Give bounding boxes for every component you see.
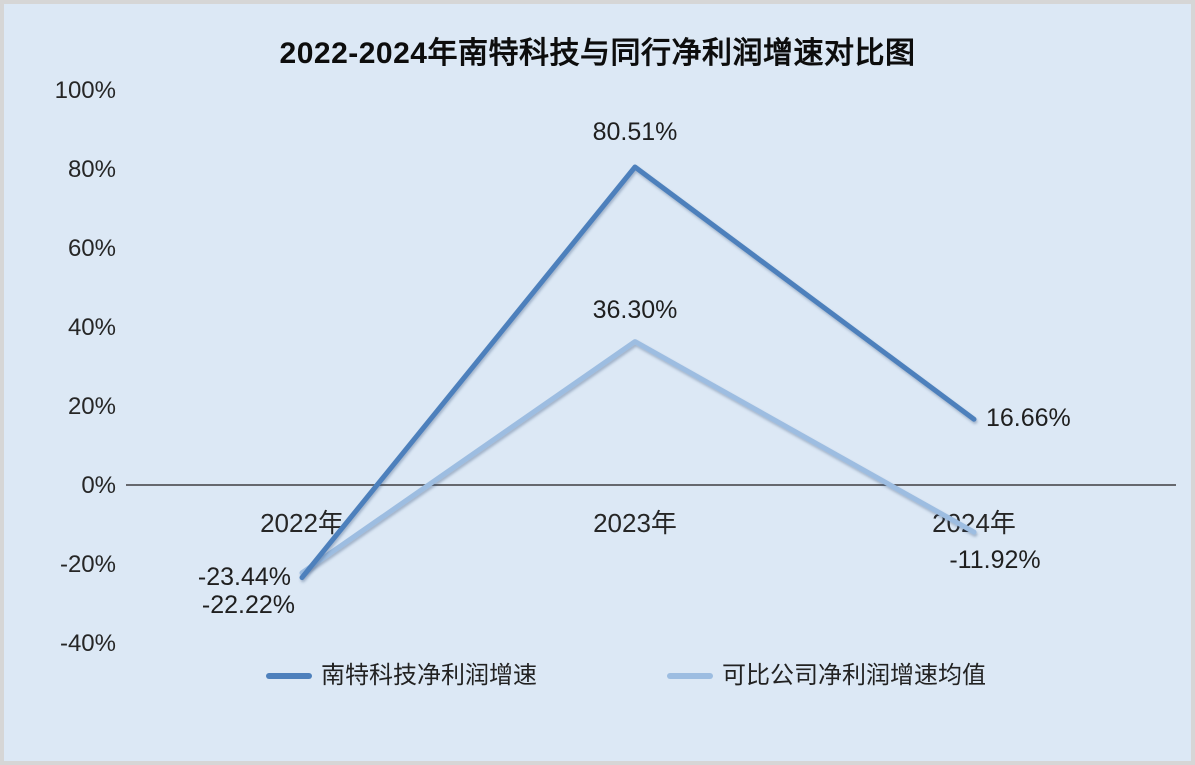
y-tick-label: 60% <box>68 235 116 262</box>
data-label-series1-point0: -22.22% <box>202 591 295 619</box>
series-line-nante <box>299 164 977 581</box>
y-tick-label: 100% <box>55 77 116 104</box>
legend-label-peers: 可比公司净利润增速均值 <box>722 662 986 689</box>
legend-label-nante: 南特科技净利润增速 <box>321 662 537 689</box>
chart-title: 2022-2024年南特科技与同行净利润增速对比图 <box>279 37 916 70</box>
data-label-series1-point2: -11.92% <box>949 546 1040 574</box>
y-tick-label: -40% <box>60 630 116 657</box>
y-tick-label: 0% <box>81 472 116 499</box>
series-line-peers <box>299 339 977 576</box>
data-label-series0-point2: 16.66% <box>986 404 1071 432</box>
legend-swatch-nante-icon <box>266 673 312 679</box>
data-label-series1-point1: 36.30% <box>593 296 678 324</box>
legend-swatch-peers-icon <box>667 673 713 679</box>
y-tick-label: 40% <box>68 314 116 341</box>
x-category-label: 2023年 <box>593 508 677 538</box>
line-chart-plot: 100%80%60%40%20%0%-20%-40%2022年 2023年 2024… <box>55 77 1176 657</box>
y-tick-label: -20% <box>60 551 116 578</box>
data-label-series0-point1: 80.51% <box>593 118 678 146</box>
legend-item-nante: 南特科技净利润增速 <box>266 662 537 690</box>
x-category-label: 2022年 <box>260 508 344 538</box>
y-tick-label: 20% <box>68 393 116 420</box>
data-label-series0-point0: -23.44% <box>198 563 291 591</box>
y-tick-label: 80% <box>68 156 116 183</box>
legend-item-peers: 可比公司净利润增速均值 <box>667 662 986 690</box>
